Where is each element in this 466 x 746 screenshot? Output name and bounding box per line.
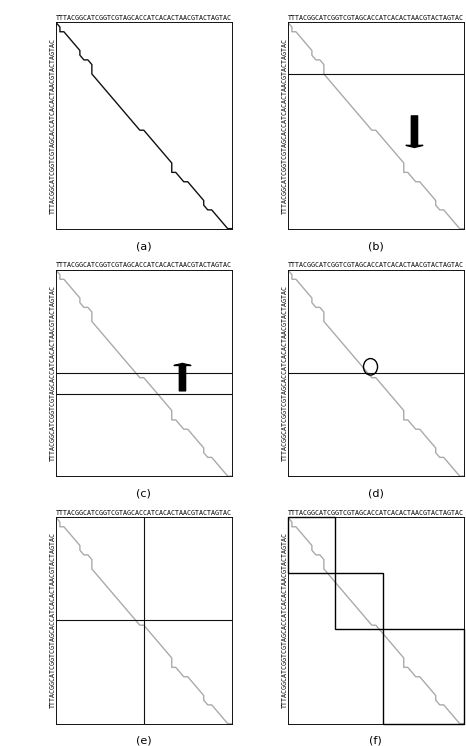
- Text: (e): (e): [136, 736, 151, 746]
- Text: (b): (b): [368, 241, 384, 251]
- X-axis label: TTTACGGCATCGGTCGTAGCACCATCACACTAACGTACTAGTAC: TTTACGGCATCGGTCGTAGCACCATCACACTAACGTACTA…: [288, 15, 464, 21]
- Text: (d): (d): [368, 489, 384, 498]
- X-axis label: TTTACGGCATCGGTCGTAGCACCATCACACTAACGTACTAGTAC: TTTACGGCATCGGTCGTAGCACCATCACACTAACGTACTA…: [56, 262, 232, 268]
- Text: (c): (c): [137, 489, 151, 498]
- Y-axis label: TTTACGGCATCGGTCGTAGCACCATCACACTAACGTACTAGTAC: TTTACGGCATCGGTCGTAGCACCATCACACTAACGTACTA…: [282, 285, 288, 461]
- X-axis label: TTTACGGCATCGGTCGTAGCACCATCACACTAACGTACTAGTAC: TTTACGGCATCGGTCGTAGCACCATCACACTAACGTACTA…: [56, 15, 232, 21]
- Y-axis label: TTTACGGCATCGGTCGTAGCACCATCACACTAACGTACTAGTAC: TTTACGGCATCGGTCGTAGCACCATCACACTAACGTACTA…: [50, 37, 56, 213]
- Y-axis label: TTTACGGCATCGGTCGTAGCACCATCACACTAACGTACTAGTAC: TTTACGGCATCGGTCGTAGCACCATCACACTAACGTACTA…: [282, 37, 288, 213]
- Bar: [383, 629, 464, 724]
- Text: (a): (a): [136, 241, 151, 251]
- Y-axis label: TTTACGGCATCGGTCGTAGCACCATCACACTAACGTACTAGTAC: TTTACGGCATCGGTCGTAGCACCATCACACTAACGTACTA…: [50, 533, 56, 709]
- X-axis label: TTTACGGCATCGGTCGTAGCACCATCACACTAACGTACTAGTAC: TTTACGGCATCGGTCGTAGCACCATCACACTAACGTACTA…: [288, 510, 464, 515]
- X-axis label: TTTACGGCATCGGTCGTAGCACCATCACACTAACGTACTAGTAC: TTTACGGCATCGGTCGTAGCACCATCACACTAACGTACTA…: [288, 262, 464, 268]
- Y-axis label: TTTACGGCATCGGTCGTAGCACCATCACACTAACGTACTAGTAC: TTTACGGCATCGGTCGTAGCACCATCACACTAACGTACTA…: [50, 285, 56, 461]
- Y-axis label: TTTACGGCATCGGTCGTAGCACCATCACACTAACGTACTAGTAC: TTTACGGCATCGGTCGTAGCACCATCACACTAACGTACTA…: [282, 533, 288, 709]
- X-axis label: TTTACGGCATCGGTCGTAGCACCATCACACTAACGTACTAGTAC: TTTACGGCATCGGTCGTAGCACCATCACACTAACGTACTA…: [56, 510, 232, 515]
- Bar: [288, 518, 336, 573]
- Bar: [336, 573, 383, 629]
- Text: (f): (f): [370, 736, 382, 746]
